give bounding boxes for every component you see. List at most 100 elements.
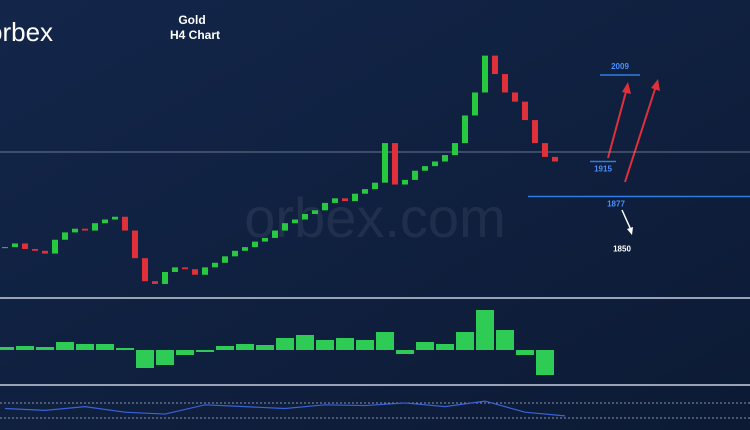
histogram-bar [0,347,14,350]
arrowhead [622,82,631,94]
histogram-bar [136,350,154,368]
histogram-bar [16,346,34,350]
candle [272,230,278,238]
histogram-bar [376,332,394,350]
candle [62,232,68,240]
candle [532,120,538,144]
candle [302,213,308,220]
candle [112,216,118,220]
histogram-bar [476,310,494,350]
histogram-bar [436,344,454,350]
histogram-bar [416,342,434,350]
arrow [624,85,657,183]
candle [492,55,498,75]
candle [472,92,478,116]
oscillator-line [4,400,566,417]
candle [542,143,548,157]
candle [412,170,418,180]
histogram-bar [56,342,74,350]
candle [442,155,448,162]
level-label: 1850 [613,244,631,253]
candle [92,223,98,231]
candle [2,247,8,249]
candle [282,223,288,231]
level-label: 2009 [611,62,629,71]
candle [242,247,248,251]
candle [142,258,148,282]
candle [132,230,138,259]
candle [22,243,28,249]
histogram-bar [236,344,254,350]
candle [162,271,168,284]
candle [262,237,268,242]
histogram-bar [336,338,354,350]
candle [342,198,348,202]
candle [292,219,298,224]
candle [502,74,508,93]
histogram-bar [216,346,234,350]
arrow [607,87,628,159]
logo: orbex [0,17,53,47]
histogram-bar [116,348,134,350]
histogram-bar [96,344,114,350]
candle [552,156,558,162]
candle [12,243,18,248]
candle [102,219,108,224]
candle [32,248,38,251]
candle [322,202,328,211]
candle [482,55,488,93]
candle [352,193,358,202]
candle [522,101,528,121]
histogram-bar [296,335,314,350]
candle [432,161,438,167]
histogram-bar [256,345,274,350]
candle [252,241,258,248]
candle [512,92,518,102]
candle [172,267,178,272]
histogram-bar [536,350,554,375]
candle [462,115,468,144]
histogram-bar [396,350,414,354]
histogram-bar [496,330,514,350]
arrow [621,209,632,231]
candle [72,228,78,233]
watermark: orbex.com [244,186,505,249]
arrowhead [627,227,633,235]
candle [402,179,408,185]
candle [362,189,368,194]
candle [452,143,458,156]
candle [122,216,128,231]
candle [392,143,398,185]
candle [192,269,198,275]
histogram-bar [356,340,374,350]
candle [222,256,228,263]
candle [82,228,88,231]
chart-title: Gold [178,13,205,27]
candle [382,143,388,183]
histogram-bar [196,350,214,352]
histogram-bar [316,340,334,350]
candle [372,182,378,190]
arrowhead [651,79,660,91]
candle [332,198,338,203]
candle [182,267,188,270]
candle [232,250,238,257]
candle [312,210,318,214]
level-label: 1915 [594,165,612,174]
candle [202,267,208,275]
candle [42,250,48,254]
level-label: 1877 [607,200,625,209]
histogram-bar [276,338,294,350]
histogram-bar [456,332,474,350]
histogram-bar [516,350,534,355]
histogram-bar [36,347,54,350]
candle [422,166,428,171]
chart-subtitle: H4 Chart [170,28,220,42]
histogram-bar [176,350,194,355]
candle [212,262,218,268]
candle [152,281,158,284]
histogram-bar [156,350,174,365]
candle [52,239,58,254]
histogram-bar [76,344,94,350]
